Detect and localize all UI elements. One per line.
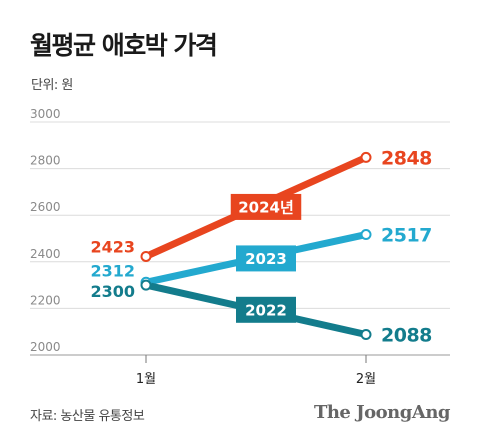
start-value-label: 2300 (90, 282, 135, 301)
start-value-label: 2312 (90, 261, 135, 280)
source-note: 자료: 농산물 유통정보 (30, 409, 145, 424)
series-name-tag (236, 296, 296, 323)
data-point (360, 328, 372, 340)
chart-title: 월평균 애호박 가격 (30, 31, 218, 60)
publisher-logo: The JoongAng (313, 402, 451, 423)
data-point (140, 250, 152, 262)
data-point (360, 229, 372, 241)
series-name-label: 2023 (245, 250, 287, 268)
data-point (360, 151, 372, 163)
data-point (140, 279, 152, 291)
end-value-label: 2088 (381, 324, 432, 346)
x-tick-label: 1월 (136, 372, 156, 387)
series-name-label: 2022 (245, 301, 287, 319)
unit-label: 단위: 원 (31, 78, 73, 93)
series-name-tag (236, 245, 296, 272)
y-tick-label: 2200 (30, 293, 61, 307)
series-name-label: 2024년 (238, 198, 294, 216)
series-name-tag (230, 193, 302, 220)
y-tick-label: 3000 (30, 107, 61, 121)
end-value-label: 2517 (381, 225, 432, 247)
y-tick-label: 2400 (30, 247, 61, 261)
y-tick-label: 2600 (30, 200, 61, 214)
start-value-label: 2423 (90, 237, 135, 256)
end-value-label: 2848 (381, 147, 432, 169)
y-tick-label: 2800 (30, 154, 61, 168)
y-tick-label: 2000 (30, 340, 61, 354)
x-tick-label: 2월 (356, 372, 376, 387)
